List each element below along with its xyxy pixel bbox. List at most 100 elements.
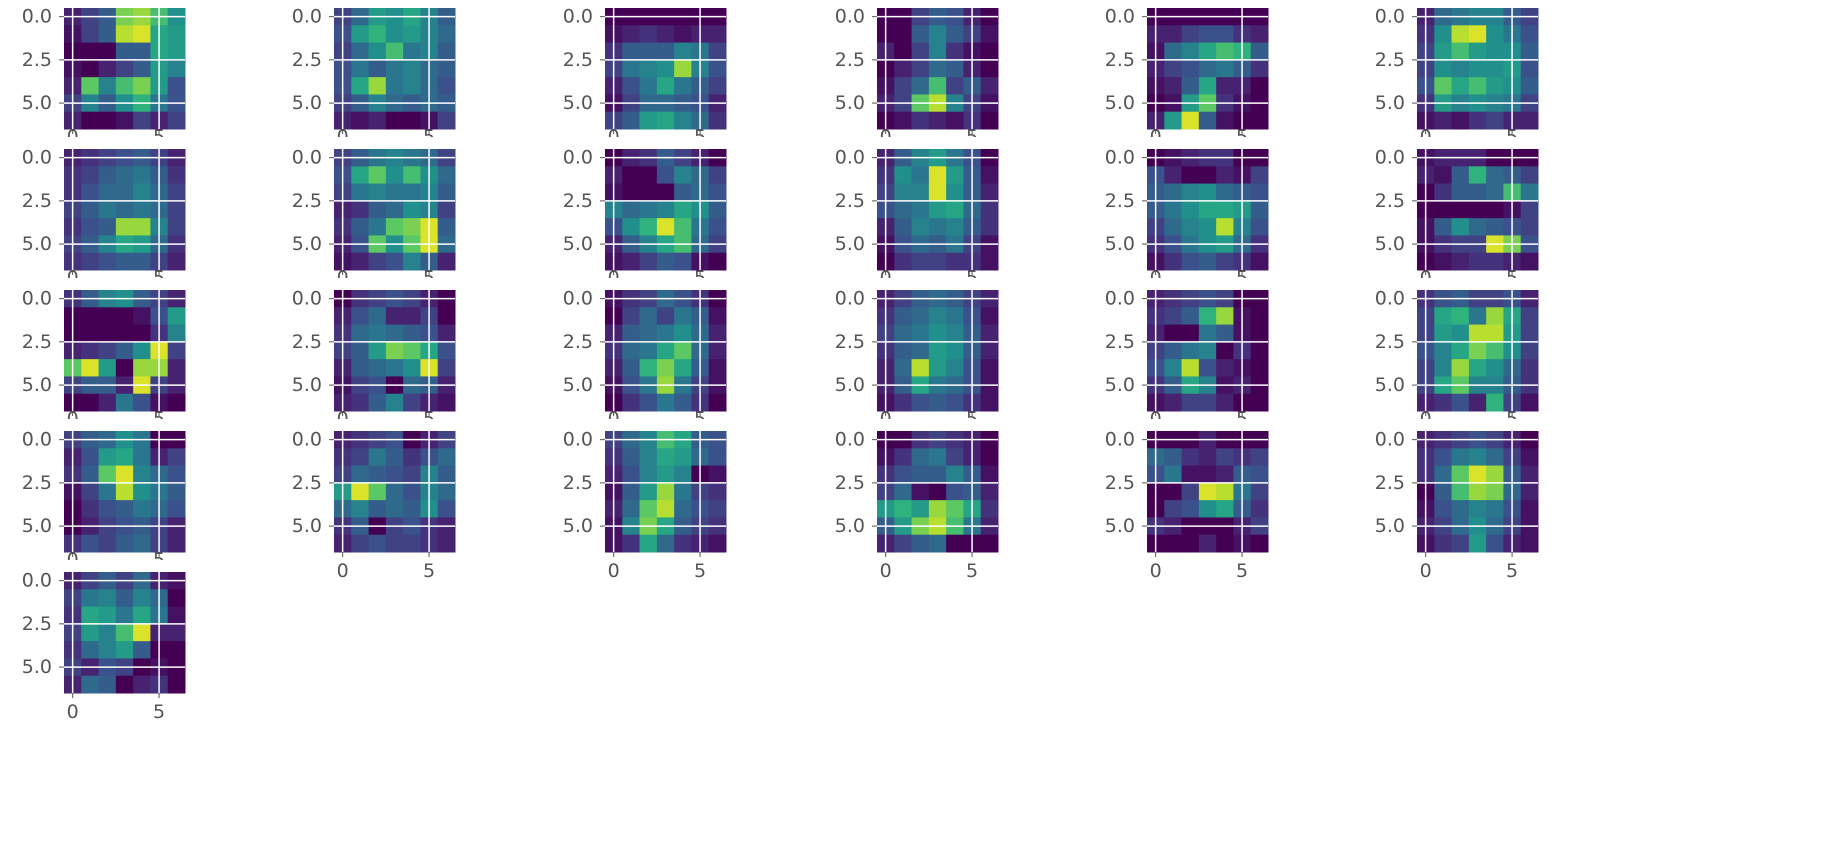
heatmap-cell xyxy=(115,183,134,202)
heatmap-cell xyxy=(437,448,456,467)
heatmap-cell xyxy=(167,252,186,271)
xtick-label: 5 xyxy=(1236,126,1248,148)
heatmap-cell xyxy=(674,183,692,202)
heatmap-cell xyxy=(946,359,964,377)
ytick-label: 2.5 xyxy=(1105,472,1135,494)
heatmap-cell xyxy=(1250,111,1269,130)
heatmap-cell xyxy=(81,675,100,694)
heatmap-cell xyxy=(656,183,675,202)
heatmap-cell xyxy=(351,166,370,185)
ytick-label: 0.0 xyxy=(22,147,52,169)
heatmap-cell xyxy=(351,252,370,271)
heatmap-cell xyxy=(708,465,727,484)
heatmap-cell xyxy=(639,307,658,326)
heatmap-cell xyxy=(622,307,641,326)
xtick-label: 0 xyxy=(608,560,620,582)
ytick-label: 0.0 xyxy=(835,429,865,451)
heatmap-cell xyxy=(81,183,100,202)
heatmap-cell xyxy=(656,111,675,130)
heatmap-cell xyxy=(81,500,100,518)
ytick-label: 0.0 xyxy=(1375,429,1405,451)
ytick-label: 5.0 xyxy=(835,233,865,255)
ytick-label: 2.5 xyxy=(22,49,52,71)
heatmap-cell xyxy=(639,341,658,360)
heatmap-cell xyxy=(911,111,930,130)
heatmap-cell xyxy=(115,166,134,185)
heatmap-cell xyxy=(622,166,641,185)
xtick-label: 0 xyxy=(880,126,892,148)
heatmap-cell xyxy=(894,341,913,360)
heatmap-cell xyxy=(115,534,134,553)
heatmap-cell xyxy=(1198,218,1217,236)
heatmap-cell xyxy=(133,218,151,236)
heatmap-cell xyxy=(1434,341,1453,360)
heatmap-cell xyxy=(622,111,641,130)
heatmap-cell xyxy=(133,252,151,271)
subplot-3: 0.0 2.5 5.0 0 5 xyxy=(563,6,727,137)
heatmap-cell xyxy=(911,307,930,326)
heatmap-cell xyxy=(368,77,387,95)
heatmap-cell xyxy=(98,183,117,202)
heatmap-cell xyxy=(639,42,658,61)
heatmap-cell xyxy=(708,393,727,412)
heatmap-cell xyxy=(1451,111,1470,130)
heatmap-cell xyxy=(1434,307,1453,326)
heatmap-cell xyxy=(1468,166,1487,185)
heatmap-cell xyxy=(437,252,456,271)
ytick-label: 5.0 xyxy=(1105,92,1135,114)
heatmap-cell xyxy=(980,393,999,412)
heatmap-cell xyxy=(115,641,134,659)
ytick-label: 2.5 xyxy=(292,331,322,353)
heatmap-cell xyxy=(1451,218,1470,236)
heatmap-cell xyxy=(1164,200,1183,219)
heatmap-cell xyxy=(1520,25,1539,44)
heatmap-cell xyxy=(1164,307,1183,326)
heatmap-cell xyxy=(1451,166,1470,185)
heatmap-cell xyxy=(1198,341,1217,360)
heatmap-cell xyxy=(368,482,387,501)
heatmap-cell xyxy=(1164,393,1183,412)
heatmap-cell xyxy=(980,341,999,360)
heatmap-cell xyxy=(351,25,370,44)
heatmap-cell xyxy=(980,359,999,377)
subplot-18: 0.0 2.5 5.0 0 5 xyxy=(1375,288,1539,419)
heatmap-cell xyxy=(708,482,727,501)
heatmap-cell xyxy=(1486,341,1504,360)
heatmap-cell xyxy=(1520,111,1539,130)
ytick-label: 0.0 xyxy=(292,429,322,451)
heatmap-cell xyxy=(133,500,151,518)
heatmap-cell xyxy=(928,482,947,501)
heatmap-cell xyxy=(167,641,186,659)
heatmap-cell xyxy=(674,25,692,44)
ytick-label: 0.0 xyxy=(1105,429,1135,451)
heatmap-cell xyxy=(1181,59,1200,78)
heatmap-cell xyxy=(1486,42,1504,61)
heatmap-cell xyxy=(1164,324,1183,343)
heatmap-cell xyxy=(928,465,947,484)
heatmap-cell xyxy=(98,641,117,659)
heatmap-cell xyxy=(639,482,658,501)
heatmap-cell xyxy=(1198,111,1217,130)
heatmap-cell xyxy=(403,77,421,95)
heatmap-cell xyxy=(1451,341,1470,360)
heatmap-cell xyxy=(656,341,675,360)
heatmap-cell xyxy=(639,166,658,185)
heatmap-cell xyxy=(98,324,117,343)
heatmap-cell xyxy=(911,252,930,271)
heatmap-cell xyxy=(639,359,658,377)
xtick-label: 5 xyxy=(423,560,435,582)
heatmap-cell xyxy=(928,341,947,360)
heatmap-cell xyxy=(946,252,964,271)
subplot-2: 0.0 2.5 5.0 0 5 xyxy=(292,6,456,137)
heatmap-cell xyxy=(1164,218,1183,236)
heatmap-cell xyxy=(167,25,186,44)
heatmap-cell xyxy=(639,25,658,44)
ytick-label: 2.5 xyxy=(1105,190,1135,212)
heatmap-cell xyxy=(403,341,421,360)
heatmap-cell xyxy=(1250,465,1269,484)
heatmap-cell xyxy=(1520,534,1539,553)
ytick-label: 2.5 xyxy=(563,49,593,71)
heatmap-cell xyxy=(133,111,151,130)
heatmap-cell xyxy=(980,482,999,501)
heatmap-cell xyxy=(1250,77,1269,95)
